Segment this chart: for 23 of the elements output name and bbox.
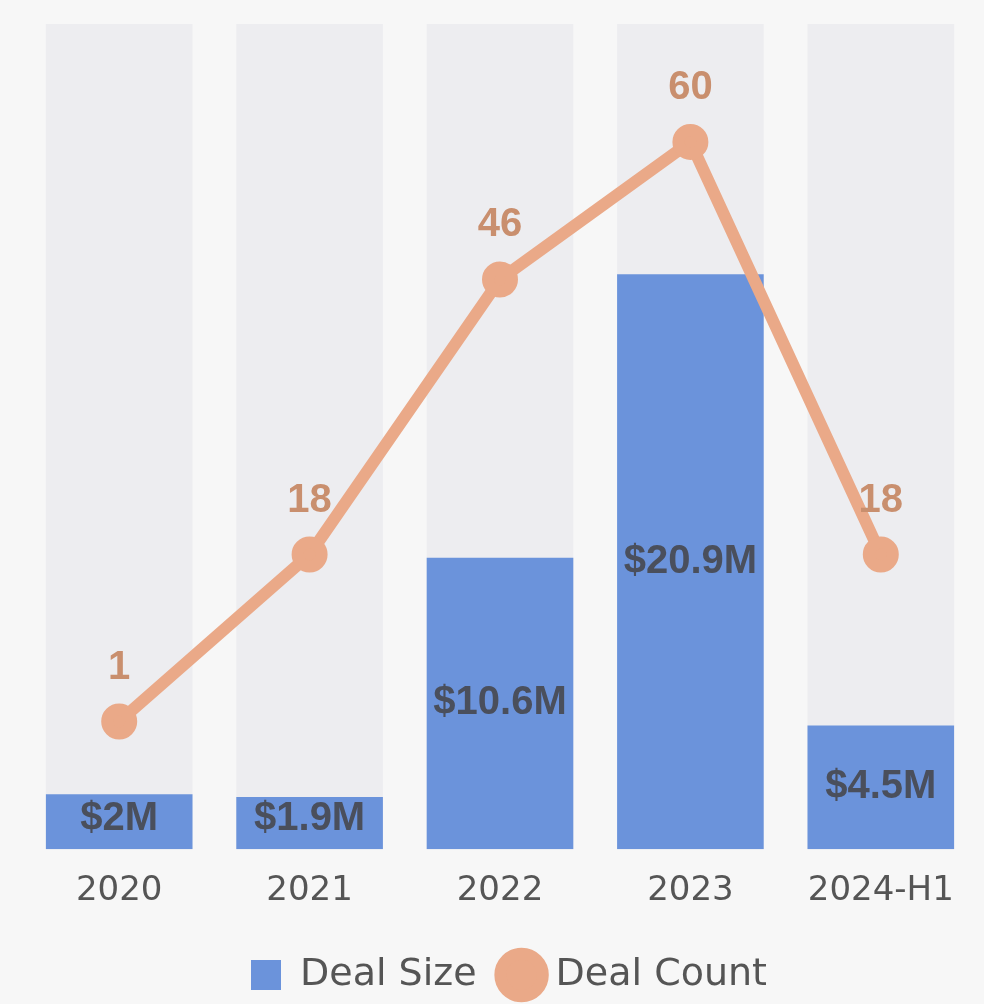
legend-label: Deal Count: [555, 949, 767, 994]
point: [672, 123, 709, 160]
data-label: $2M: [80, 794, 159, 839]
x-tick-label: 2022: [456, 868, 544, 909]
x-tick-label: 2021: [266, 868, 353, 909]
data-label: 1: [108, 642, 131, 687]
data-label: $1.9M: [254, 794, 366, 839]
point: [291, 536, 328, 573]
x-tick-label: 2024-H1: [807, 868, 954, 909]
data-label: $4.5M: [825, 762, 937, 807]
data-label: 46: [477, 200, 523, 245]
point: [482, 261, 518, 298]
data-label: 18: [287, 475, 332, 520]
bar: [807, 725, 955, 850]
point: [101, 703, 138, 740]
x-tick-label: 2023: [647, 868, 734, 909]
point: [862, 536, 899, 573]
legend-label: Deal Size: [300, 949, 477, 994]
data-label: $10.6M: [433, 678, 567, 723]
data-label: 18: [858, 475, 904, 520]
data-label: 60: [668, 62, 713, 107]
data-label: $20.9M: [623, 536, 758, 581]
x-tick-label: 2020: [75, 868, 163, 909]
